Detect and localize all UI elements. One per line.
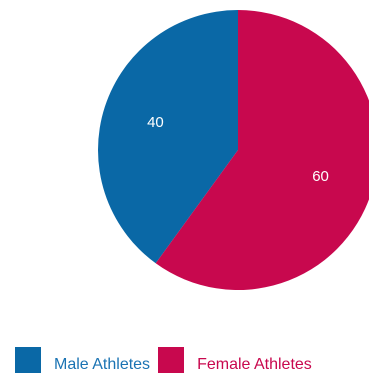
- legend: Male Athletes Female Athletes: [15, 343, 320, 373]
- pie-slice-female: [155, 10, 369, 290]
- data-label-female: 60: [312, 168, 329, 185]
- legend-swatch-male: [15, 347, 41, 373]
- legend-item-female: Female Athletes: [158, 347, 320, 373]
- legend-label-female: Female Athletes: [197, 356, 312, 373]
- legend-swatch-female: [158, 347, 185, 373]
- data-label-male: 40: [147, 114, 164, 131]
- legend-item-male: Male Athletes: [15, 347, 158, 373]
- pie-slice-male: [98, 10, 238, 264]
- legend-label-male: Male Athletes: [54, 356, 151, 373]
- pie-chart-svg: 40 60: [98, 10, 369, 290]
